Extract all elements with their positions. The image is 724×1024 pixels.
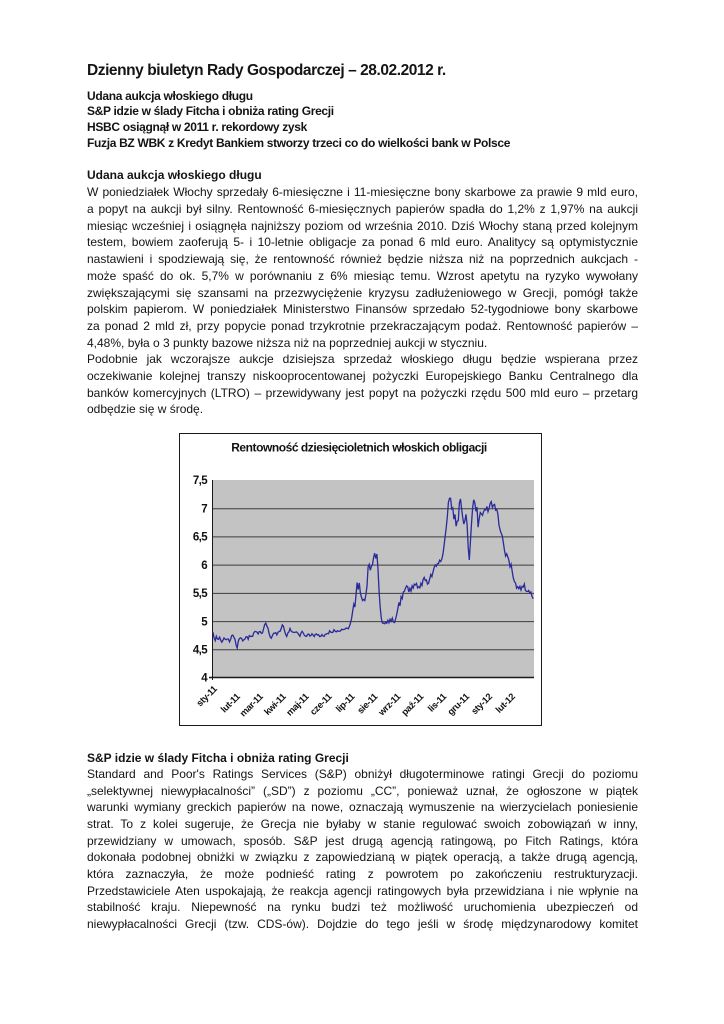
svg-text:Rentowność dziesięcioletnich w: Rentowność dziesięcioletnich włoskich ob… (231, 440, 487, 454)
svg-text:7,5: 7,5 (193, 475, 208, 487)
svg-text:6,5: 6,5 (193, 532, 208, 544)
svg-text:5: 5 (201, 617, 208, 629)
svg-text:4,5: 4,5 (193, 645, 208, 657)
svg-text:7: 7 (201, 504, 207, 516)
svg-text:4: 4 (201, 673, 208, 685)
svg-text:5,5: 5,5 (193, 588, 208, 600)
svg-text:6: 6 (201, 560, 207, 572)
